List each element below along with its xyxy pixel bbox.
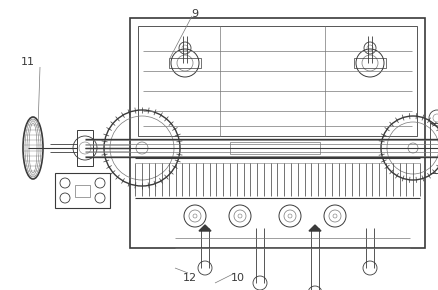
Bar (75, 185, 90, 197)
Text: 9: 9 (191, 9, 198, 19)
Text: 12: 12 (183, 273, 197, 283)
Bar (77, 130, 93, 166)
Bar (55, 173, 110, 208)
Text: 10: 10 (230, 273, 244, 283)
Polygon shape (308, 225, 320, 231)
Bar (429, 123, 438, 173)
Bar (230, 142, 319, 154)
Bar (353, 58, 385, 68)
Polygon shape (198, 225, 211, 231)
Bar (138, 26, 416, 136)
Text: 11: 11 (21, 57, 35, 67)
Bar (169, 58, 201, 68)
Bar (130, 18, 424, 248)
